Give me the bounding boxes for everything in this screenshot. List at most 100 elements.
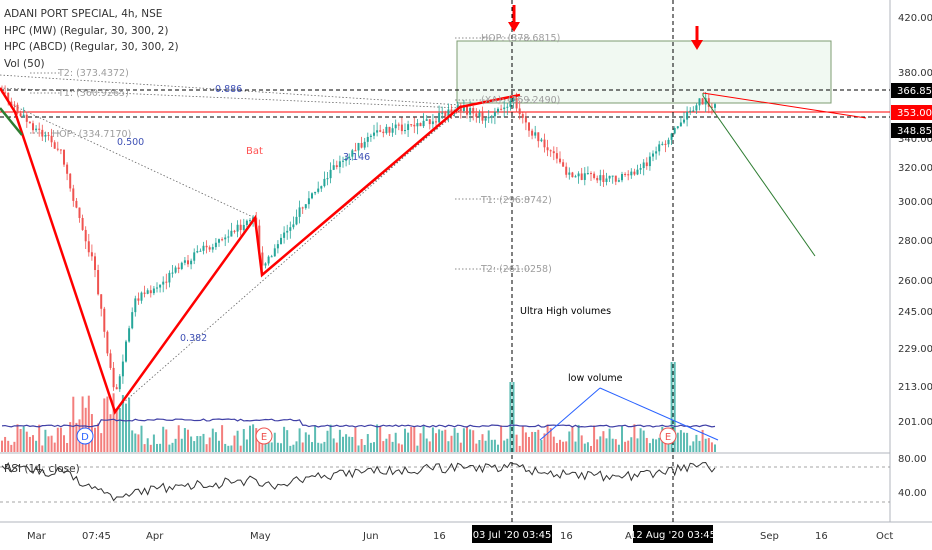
volume-bar — [366, 434, 369, 452]
volume-bar — [317, 442, 320, 452]
ratio-3146: 3.146 — [343, 152, 370, 163]
volume-bar — [115, 410, 118, 452]
rsi-line — [1, 461, 716, 502]
event-marker-e[interactable]: E — [255, 427, 273, 445]
event-marker-d[interactable]: D — [76, 427, 94, 445]
svg-text:E: E — [665, 432, 671, 443]
candle-body — [686, 111, 689, 120]
candle-body — [87, 241, 90, 253]
candle-body — [152, 288, 155, 294]
volume-bar — [404, 428, 406, 452]
candle-body — [506, 106, 509, 108]
candle-body — [580, 173, 583, 180]
indicator-hpc-abcd[interactable]: HPC (ABCD) (Regular, 30, 300, 2) — [4, 41, 179, 53]
candle-body — [280, 237, 282, 245]
svg-text:Oct: Oct — [876, 531, 893, 542]
volume-bar — [245, 439, 248, 452]
label-hop-left: HOP: (334.7170) — [52, 129, 131, 140]
volume-bar — [664, 442, 667, 452]
candle-body — [180, 262, 183, 269]
volume-bar — [227, 445, 230, 452]
candle-body — [462, 105, 465, 112]
candle-body — [658, 144, 661, 152]
volume-bar — [466, 426, 468, 452]
candle-body — [435, 121, 437, 123]
volume-bar — [342, 436, 344, 452]
event-marker-e[interactable]: E — [659, 427, 677, 445]
volume-bar — [676, 432, 679, 452]
symbol-title[interactable]: ADANI PORT SPECIAL, 4h, NSE — [4, 8, 163, 20]
svg-text:Au: Au — [625, 531, 638, 542]
volume-bar — [546, 424, 549, 452]
volume-bar — [559, 439, 561, 452]
volume-bar — [22, 426, 25, 452]
candle-body — [32, 123, 34, 131]
volume-bar — [224, 443, 227, 452]
candle-body — [270, 256, 273, 258]
volume-bar — [252, 424, 255, 452]
candle-body — [586, 173, 589, 175]
volume-bar — [190, 436, 193, 452]
candle-body — [63, 149, 65, 165]
volume-bar — [121, 395, 124, 452]
candle-body — [332, 165, 335, 170]
volume-bar — [307, 434, 310, 452]
volume-bar — [512, 382, 515, 452]
volume-bar — [456, 432, 459, 452]
candle-body — [714, 104, 716, 108]
abcd-pattern-line — [0, 87, 521, 415]
candle-body — [388, 126, 391, 133]
time-axis[interactable]: Mar 07:45 Apr May Jun 16 16 Au Sep 16 Oc… — [27, 531, 893, 542]
candle-body — [422, 120, 425, 127]
candle-body — [478, 112, 481, 117]
candle-body — [53, 142, 56, 149]
volume-bar — [348, 436, 351, 452]
rsi-axis[interactable]: 80.00 40.00 — [898, 454, 927, 499]
candle-body — [298, 207, 301, 217]
candle-body — [348, 156, 351, 159]
volume-bar — [56, 427, 59, 452]
projection-red — [702, 92, 867, 119]
candle-body — [78, 207, 81, 218]
candle-body — [357, 142, 360, 151]
candle-body — [292, 224, 295, 228]
candle-body — [75, 200, 78, 208]
volume-bar — [590, 445, 592, 452]
candle-body — [673, 128, 676, 134]
candle-body — [351, 150, 354, 157]
candles — [1, 85, 716, 392]
volume-bar — [264, 440, 267, 452]
volume-bar — [283, 426, 286, 452]
candle-body — [369, 135, 372, 137]
candle-body — [366, 136, 369, 142]
candle-body — [214, 242, 217, 248]
volume-bar — [484, 440, 487, 452]
candle-body — [642, 162, 645, 169]
indicator-volume[interactable]: Vol (50) — [4, 57, 45, 70]
indicator-hpc-mw[interactable]: HPC (MW) (Regular, 30, 300, 2) — [4, 24, 169, 37]
candle-body — [590, 173, 592, 175]
volume-bar — [109, 414, 112, 452]
candle-body — [208, 247, 211, 250]
candle-body — [652, 153, 654, 157]
volume-bar — [112, 393, 115, 452]
candle-body — [531, 130, 534, 136]
candle-body — [444, 112, 447, 117]
candle-body — [44, 134, 47, 137]
volume-bar — [363, 444, 366, 452]
candle-body — [655, 151, 658, 154]
volume-bar — [385, 438, 388, 452]
volume-bar — [388, 434, 391, 452]
candle-body — [447, 109, 450, 117]
candle-body — [307, 198, 310, 205]
candle-body — [676, 126, 679, 129]
candle-body — [472, 108, 475, 114]
price-axis[interactable]: 420.00 380.00 340.00 320.00 300.00 280.0… — [898, 13, 932, 428]
candle-body — [13, 104, 16, 106]
volume-bar — [379, 426, 382, 452]
candle-body — [577, 173, 580, 177]
candle-body — [320, 186, 323, 189]
volume-bar — [627, 440, 630, 452]
candle-body — [639, 168, 642, 170]
